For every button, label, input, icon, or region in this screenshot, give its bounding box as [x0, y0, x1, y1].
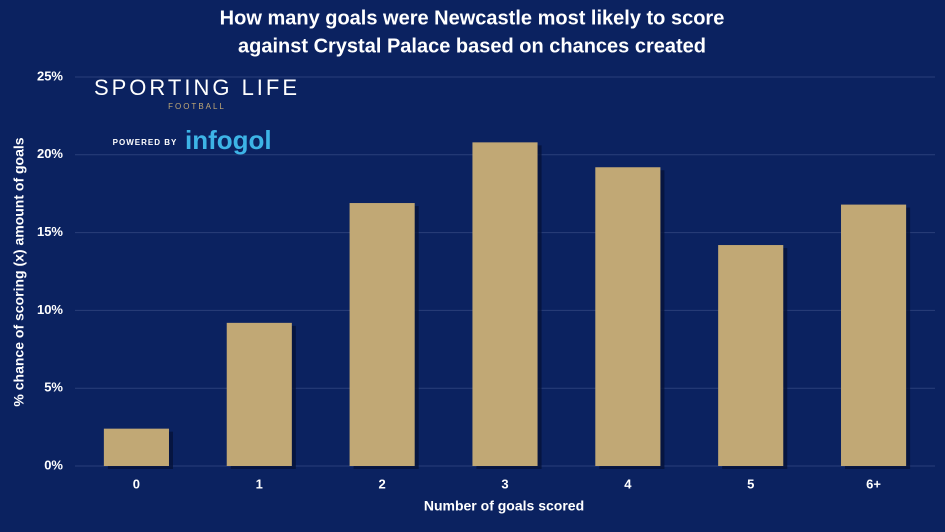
bar — [472, 142, 538, 467]
x-tick-label: 6+ — [866, 476, 881, 491]
chart-title: against Crystal Palace based on chances … — [238, 35, 706, 57]
bar — [718, 245, 784, 466]
brand-name: SPORTING LIFE — [94, 75, 300, 100]
bar — [595, 167, 661, 467]
partner-logo: infogol — [185, 125, 272, 155]
y-tick-label: 15% — [37, 224, 63, 239]
y-tick-label: 0% — [44, 457, 63, 472]
logo: SPORTING LIFE FOOTBALL POWERED BY infogo… — [94, 75, 300, 155]
x-tick-label: 2 — [379, 476, 386, 491]
x-tick-label: 5 — [747, 476, 754, 491]
x-tick-label: 3 — [501, 476, 508, 491]
bar — [103, 428, 169, 466]
powered-by: POWERED BY — [113, 138, 178, 147]
x-tick-label: 4 — [624, 476, 632, 491]
x-tick-label: 1 — [256, 476, 263, 491]
bar — [349, 203, 415, 466]
y-tick-label: 25% — [37, 68, 63, 83]
bar — [841, 204, 907, 467]
x-tick-label: 0 — [133, 476, 140, 491]
brand-section: FOOTBALL — [168, 102, 226, 111]
y-tick-label: 20% — [37, 146, 63, 161]
bar — [226, 322, 292, 466]
y-tick-label: 10% — [37, 302, 63, 317]
chart-title: How many goals were Newcastle most likel… — [220, 7, 725, 29]
y-tick-label: 5% — [44, 380, 63, 395]
x-axis-label: Number of goals scored — [424, 498, 584, 514]
y-axis-label: % chance of scoring (x) amount of goals — [11, 137, 27, 406]
plot-area: 0% 5% 10% 15% 20% 25% 0 1 2 3 4 5 6+ — [37, 68, 935, 491]
